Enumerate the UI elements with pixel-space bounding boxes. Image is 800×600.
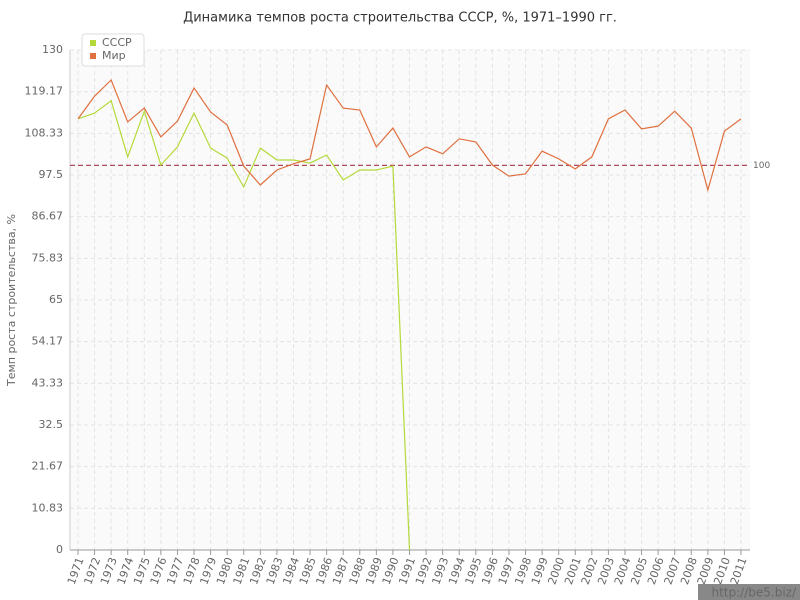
watermark-bg <box>698 584 800 600</box>
watermark: http://be5.biz/ <box>711 586 796 600</box>
series-line <box>77 78 742 193</box>
legend-label: СССР <box>102 36 132 49</box>
y-tick-label: 54.17 <box>32 335 64 348</box>
legend-swatch <box>90 40 96 46</box>
y-tick-label: 119.17 <box>25 85 64 98</box>
y-tick-label: 108.33 <box>25 126 64 139</box>
reference-label: 100 <box>753 161 770 171</box>
legend-box <box>81 33 145 67</box>
y-tick-label: 97.5 <box>39 168 64 181</box>
y-tick-label: 75.83 <box>32 251 64 264</box>
y-tick-label: 10.83 <box>32 501 64 514</box>
y-tick-label: 130 <box>42 43 63 56</box>
series-line <box>77 99 411 551</box>
legend-swatch <box>90 53 96 59</box>
y-tick-label: 65 <box>49 293 63 306</box>
legend-label: Мир <box>102 49 126 62</box>
chart-title: Динамика темпов роста строительства СССР… <box>183 11 617 26</box>
y-axis-label: Темп роста строительства, % <box>5 214 18 387</box>
y-tick-label: 21.67 <box>32 460 64 473</box>
y-tick-label: 32.5 <box>39 418 64 431</box>
y-tick-label: 0 <box>56 543 63 556</box>
y-tick-label: 43.33 <box>32 376 64 389</box>
y-tick-label: 86.67 <box>32 210 64 223</box>
